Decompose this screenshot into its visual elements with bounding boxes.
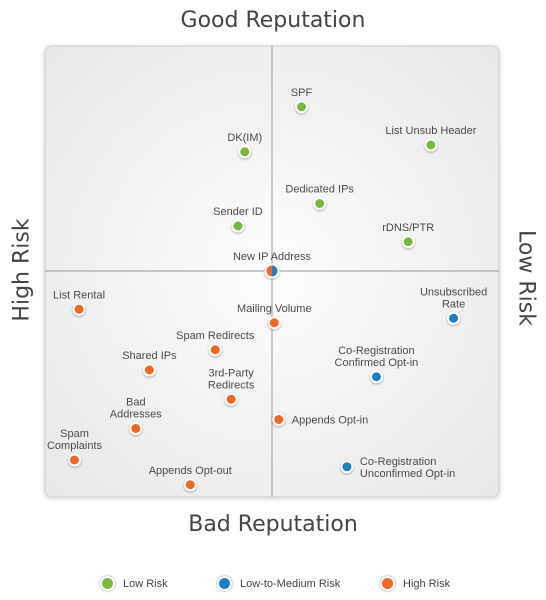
point-co-registration-unconfirmed-opt-in: Co-Registration Unconfirmed Opt-in (340, 456, 455, 480)
point-rdns-ptr: rDNS/PTR (382, 222, 434, 249)
point-spam-redirects: Spam Redirects (176, 330, 255, 357)
point-label: rDNS/PTR (382, 222, 434, 234)
legend-item-low: Low Risk (100, 576, 168, 591)
point-label: Co-Registration Confirmed Opt-in (335, 345, 419, 369)
legend-item-high: High Risk (380, 576, 450, 591)
point-label: DK(IM) (227, 132, 262, 144)
point-label: List Unsub Header (385, 125, 476, 137)
point-mailing-volume: Mailing Volume (237, 303, 312, 330)
point-unsubscribed-rate: Unsubscribed Rate (420, 286, 487, 325)
legend-dot-icon (217, 576, 232, 591)
point-co-registration-confirmed-opt-in: Co-Registration Confirmed Opt-in (335, 345, 419, 384)
legend-label: High Risk (403, 577, 451, 590)
point-list-rental: List Rental (53, 289, 105, 316)
legend-label: Low-to-Medium Risk (240, 577, 341, 590)
point-label: Appends Opt-in (292, 415, 368, 427)
point-label: New IP Address (233, 251, 312, 263)
point-label: Dedicated IPs (285, 184, 354, 196)
legend: Low Risk Low-to-Medium Risk High Risk (0, 576, 546, 592)
point-label: Co-Registration Unconfirmed Opt-in (360, 456, 455, 480)
point-label: Mailing Volume (237, 303, 312, 315)
legend-dot-icon (100, 576, 115, 591)
point-label: Shared IPs (122, 350, 177, 362)
legend-label: Low Risk (123, 577, 168, 590)
point-bad-addresses: Bad Addresses (110, 397, 162, 435)
point-list-unsub-header: List Unsub Header (385, 125, 477, 152)
point-spam-complaints: Spam Complaints (47, 428, 103, 467)
point-appends-opt-in: Appends Opt-in (272, 413, 368, 427)
point-dedicated-ips: Dedicated IPs (285, 184, 354, 210)
legend-dot-icon (380, 576, 395, 591)
point-new-ip-address: New IP Address (233, 251, 312, 279)
point-shared-ips: Shared IPs (122, 350, 177, 377)
point-spf: SPF (291, 87, 313, 114)
point-appends-opt-out: Appends Opt-out (149, 465, 232, 492)
point-label: Spam Redirects (176, 330, 255, 342)
point-3rd-party-redirects: 3rd-Party Redirects (208, 367, 255, 406)
title-bad-reputation: Bad Reputation (188, 512, 358, 537)
point-label: SPF (291, 87, 313, 99)
point-label: Appends Opt-out (149, 465, 232, 477)
point-label: List Rental (53, 289, 105, 301)
title-good-reputation: Good Reputation (180, 8, 366, 33)
point-label: Bad Addresses (110, 397, 162, 421)
point-sender-id: Sender ID (213, 206, 263, 233)
legend-item-medium: Low-to-Medium Risk (217, 576, 340, 591)
point-label: 3rd-Party Redirects (208, 367, 255, 391)
point-label: Sender ID (213, 206, 263, 218)
point-label: Unsubscribed Rate (420, 286, 487, 310)
point-label: Spam Complaints (47, 428, 103, 452)
point-dk-im: DK(IM) (227, 132, 262, 159)
